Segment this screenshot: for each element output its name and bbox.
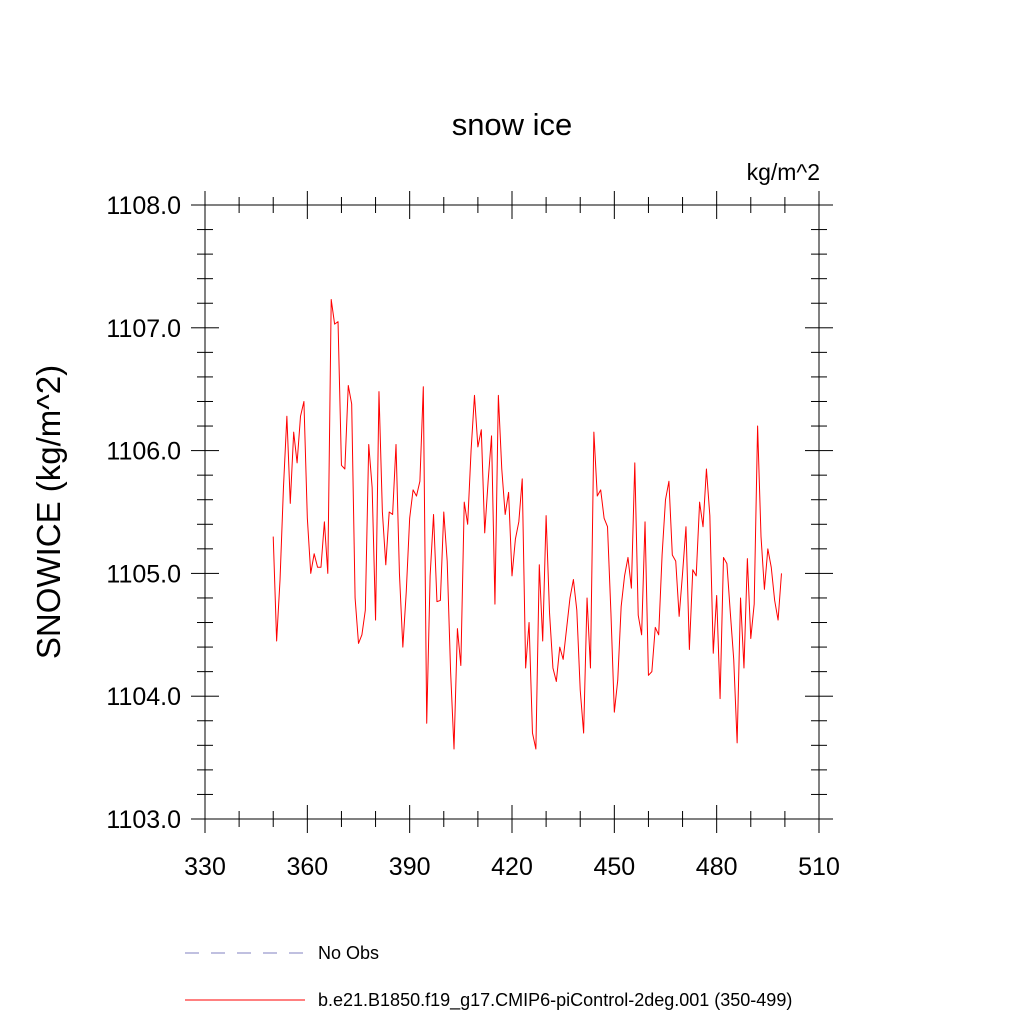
y-tick-label: 1108.0 bbox=[106, 192, 181, 220]
y-tick-label: 1104.0 bbox=[106, 683, 181, 711]
legend-label: b.e21.B1850.f19_g17.CMIP6-piControl-2deg… bbox=[318, 990, 792, 1011]
x-tick-label: 510 bbox=[798, 853, 840, 881]
x-tick-label: 480 bbox=[696, 853, 738, 881]
legend: No Obs b.e21.B1850.f19_g17.CMIP6-piContro… bbox=[185, 943, 792, 1011]
x-tick-label: 390 bbox=[389, 853, 431, 881]
axis-ticks: 330 360 390 420 450 480 510 1103.0 1104.0 1105.0 1… bbox=[106, 191, 840, 881]
chart-title: snow ice bbox=[452, 107, 573, 142]
x-tick-label: 330 bbox=[184, 853, 226, 881]
y-axis-label: SNOWICE (kg/m^2) bbox=[30, 365, 67, 659]
units-label: kg/m^2 bbox=[747, 159, 820, 185]
y-tick-label: 1106.0 bbox=[106, 438, 181, 466]
series-layer bbox=[272, 299, 782, 750]
x-tick-label: 360 bbox=[286, 853, 328, 881]
x-tick-label: 420 bbox=[491, 853, 533, 881]
y-tick-label: 1107.0 bbox=[106, 315, 181, 343]
y-tick-label: 1103.0 bbox=[106, 806, 181, 834]
y-tick-label: 1105.0 bbox=[106, 560, 181, 588]
plot-frame bbox=[204, 204, 820, 820]
series-line bbox=[272, 299, 782, 750]
x-tick-label: 450 bbox=[593, 853, 635, 881]
legend-label: No Obs bbox=[318, 943, 379, 963]
